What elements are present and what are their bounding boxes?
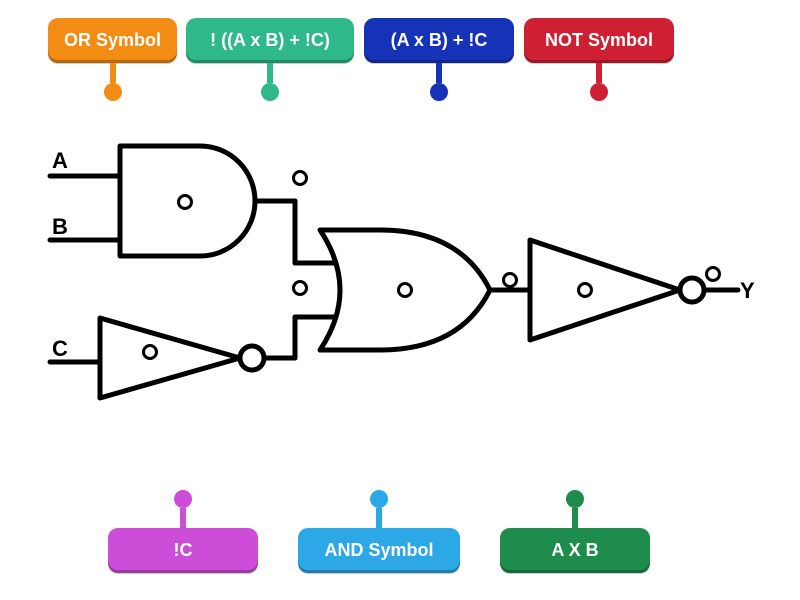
label-not-expr[interactable]: ! ((A x B) + !C) bbox=[186, 18, 354, 101]
pin bbox=[104, 83, 122, 101]
stem bbox=[436, 63, 442, 83]
pin bbox=[370, 490, 388, 508]
stem bbox=[110, 63, 116, 83]
stem bbox=[376, 508, 382, 528]
circuit-area: A B C Y bbox=[40, 130, 760, 450]
stem bbox=[596, 63, 602, 83]
drop-not2-center[interactable] bbox=[577, 282, 593, 298]
pin bbox=[430, 83, 448, 101]
drop-or-out[interactable] bbox=[502, 272, 518, 288]
drop-or-center[interactable] bbox=[397, 282, 413, 298]
drop-not1-center[interactable] bbox=[142, 344, 158, 360]
input-label-a: A bbox=[52, 148, 68, 174]
stem bbox=[180, 508, 186, 528]
label-notc[interactable]: !C bbox=[108, 490, 258, 573]
not1-gate bbox=[100, 318, 240, 398]
pin bbox=[566, 490, 584, 508]
label-not-symbol[interactable]: NOT Symbol bbox=[524, 18, 674, 101]
drop-and-center[interactable] bbox=[177, 194, 193, 210]
stem bbox=[267, 63, 273, 83]
pill: !C bbox=[108, 528, 258, 573]
stem bbox=[572, 508, 578, 528]
label-axb[interactable]: A X B bbox=[500, 490, 650, 573]
output-label-y: Y bbox=[740, 278, 755, 304]
drop-not2-out[interactable] bbox=[705, 266, 721, 282]
label-or-symbol[interactable]: OR Symbol bbox=[48, 18, 177, 101]
label-or-expr[interactable]: (A x B) + !C bbox=[364, 18, 514, 101]
pin bbox=[590, 83, 608, 101]
drop-and-out[interactable] bbox=[292, 170, 308, 186]
pill: ! ((A x B) + !C) bbox=[186, 18, 354, 63]
pill: OR Symbol bbox=[48, 18, 177, 63]
pill: NOT Symbol bbox=[524, 18, 674, 63]
pill: A X B bbox=[500, 528, 650, 573]
pin bbox=[261, 83, 279, 101]
label-and-symbol[interactable]: AND Symbol bbox=[298, 490, 460, 573]
input-label-c: C bbox=[52, 336, 68, 362]
not2-gate bbox=[530, 240, 680, 340]
pill: AND Symbol bbox=[298, 528, 460, 573]
pill: (A x B) + !C bbox=[364, 18, 514, 63]
pin bbox=[174, 490, 192, 508]
input-label-b: B bbox=[52, 214, 68, 240]
drop-not1-out[interactable] bbox=[292, 280, 308, 296]
